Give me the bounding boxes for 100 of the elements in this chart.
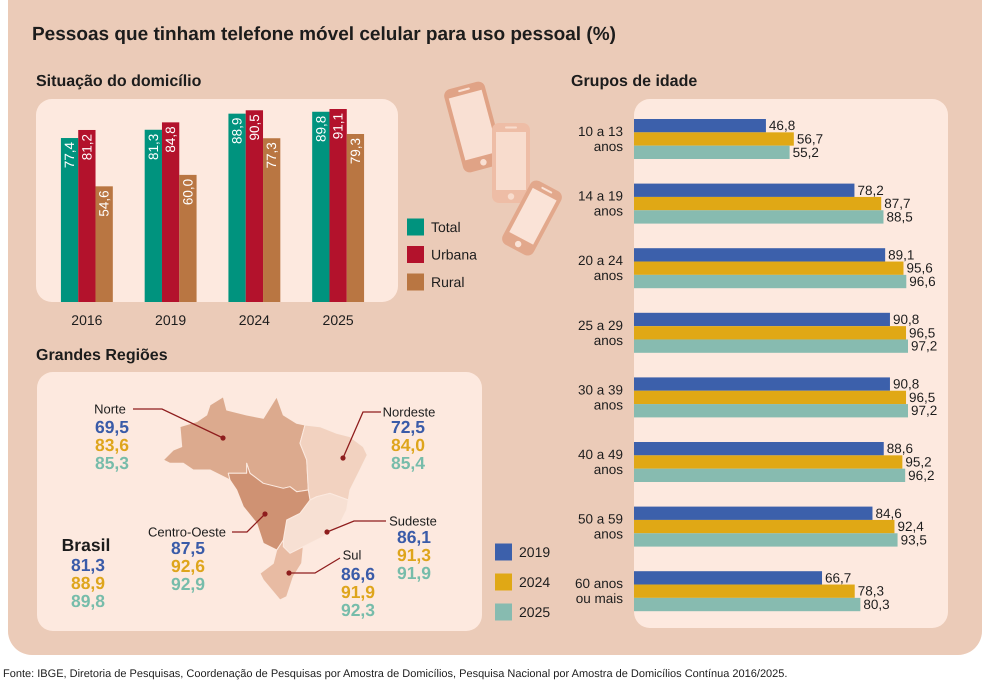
- legend-label: Urbana: [431, 246, 478, 262]
- bar: [634, 390, 906, 404]
- data-label: 92,4: [897, 519, 924, 534]
- bar: [634, 210, 884, 224]
- y-tick-label: 40 a 49 anos: [578, 447, 624, 477]
- y-tick-label: 25 a 29 anos: [578, 318, 624, 348]
- bar: [263, 138, 280, 302]
- data-label: 86,6: [340, 564, 376, 584]
- data-label: 88,9: [70, 573, 106, 593]
- bar: [60, 138, 78, 302]
- y-tick-label: 20 a 24 anos: [578, 253, 624, 284]
- bar: [634, 119, 766, 132]
- data-label: 66,7: [825, 570, 852, 586]
- y-tick-label: 14 a 19 anos: [578, 188, 624, 219]
- data-label: 90,8: [892, 376, 920, 392]
- data-label: 85,4: [390, 453, 426, 473]
- bar: [634, 533, 898, 547]
- bar: [634, 455, 902, 469]
- x-tick-label: 2025: [322, 312, 354, 328]
- data-label: 93,5: [900, 532, 927, 548]
- data-label: 97,2: [911, 403, 938, 418]
- data-label: 96,2: [908, 468, 934, 483]
- bar: [634, 262, 904, 275]
- data-label: 91,3: [396, 545, 432, 565]
- data-label: 46,8: [768, 118, 796, 134]
- bar: [179, 174, 197, 302]
- category-label: Norte: [94, 402, 126, 416]
- data-label: 81,3: [146, 134, 161, 160]
- data-label: 91,1: [330, 113, 346, 140]
- data-label: 56,7: [796, 132, 824, 146]
- bar: [634, 598, 860, 612]
- data-label: 97,2: [911, 338, 938, 354]
- x-tick-label: 2019: [155, 312, 186, 328]
- bar: [228, 114, 246, 302]
- data-label: 95,2: [905, 454, 932, 470]
- bar: [634, 326, 906, 340]
- category-label: Nordeste: [382, 404, 436, 420]
- chart-subtitle: Situação do domicílio: [36, 73, 202, 90]
- data-label: 60,0: [180, 178, 196, 206]
- bar: [162, 122, 180, 302]
- data-label: 96,6: [909, 274, 936, 290]
- chart-title: Grupos de idade: [571, 73, 698, 90]
- bar: [78, 130, 96, 302]
- data-label: 84,8: [163, 126, 178, 153]
- data-label: 55,2: [792, 144, 819, 160]
- data-label: 92,6: [170, 556, 206, 576]
- bar: [634, 571, 822, 585]
- data-label: 54,6: [96, 190, 112, 217]
- bar: [96, 186, 113, 302]
- data-label: 72,5: [390, 417, 426, 437]
- data-label: 96,5: [909, 390, 936, 405]
- x-tick-label: 2024: [238, 312, 270, 328]
- data-label: 78,2: [857, 182, 884, 198]
- bar: [246, 110, 264, 302]
- data-label: 92,3: [340, 600, 376, 620]
- data-label: 88,5: [886, 209, 913, 224]
- data-label: 69,5: [94, 417, 130, 437]
- data-label: 96,5: [909, 325, 936, 340]
- legend-label: 2019: [519, 544, 550, 560]
- bar: [634, 506, 872, 520]
- bar: [329, 109, 347, 302]
- data-label: 91,9: [396, 563, 432, 583]
- data-label: 89,8: [70, 591, 106, 611]
- data-label: 84,6: [875, 506, 902, 521]
- bar: [634, 442, 884, 456]
- bar: [634, 404, 908, 418]
- category-label: Brasil: [62, 535, 110, 555]
- data-label: 92,9: [170, 574, 206, 594]
- category-label: Centro-Oeste: [148, 524, 226, 540]
- bar: [634, 248, 886, 262]
- y-tick-label: 60 anos ou mais: [574, 576, 624, 606]
- data-label: 86,1: [396, 527, 432, 547]
- data-label: 88,9: [230, 118, 245, 144]
- legend-label: Total: [431, 219, 461, 235]
- bar: [634, 520, 894, 534]
- data-label: 95,6: [906, 260, 933, 276]
- data-label: 77,3: [264, 142, 280, 169]
- data-label: 89,8: [313, 116, 328, 142]
- data-label: 85,3: [94, 453, 130, 473]
- legend-label: 2024: [519, 574, 550, 590]
- bar: [634, 377, 890, 391]
- data-label: 79,3: [348, 138, 363, 164]
- data-label: 77,4: [62, 142, 78, 168]
- chart-title: Pessoas que tinham telefone móvel celular para uso pessoal (%): [32, 24, 616, 45]
- data-label: 81,2: [79, 134, 94, 160]
- data-label: 83,6: [94, 435, 130, 455]
- data-label: 80,3: [863, 597, 890, 612]
- data-label: 90,5: [246, 114, 262, 141]
- x-tick-label: 2016: [71, 312, 103, 328]
- bar: [634, 274, 906, 288]
- bar: [312, 112, 330, 302]
- data-label: 81,3: [70, 555, 106, 575]
- data-label: 91,9: [340, 582, 376, 602]
- bar: [634, 132, 794, 146]
- data-label: 87,7: [884, 196, 910, 212]
- data-label: 87,5: [170, 538, 206, 558]
- bar: [634, 146, 790, 159]
- data-label: 78,3: [858, 584, 884, 599]
- data-label: 84,0: [390, 435, 426, 455]
- data-label: 89,1: [888, 247, 914, 262]
